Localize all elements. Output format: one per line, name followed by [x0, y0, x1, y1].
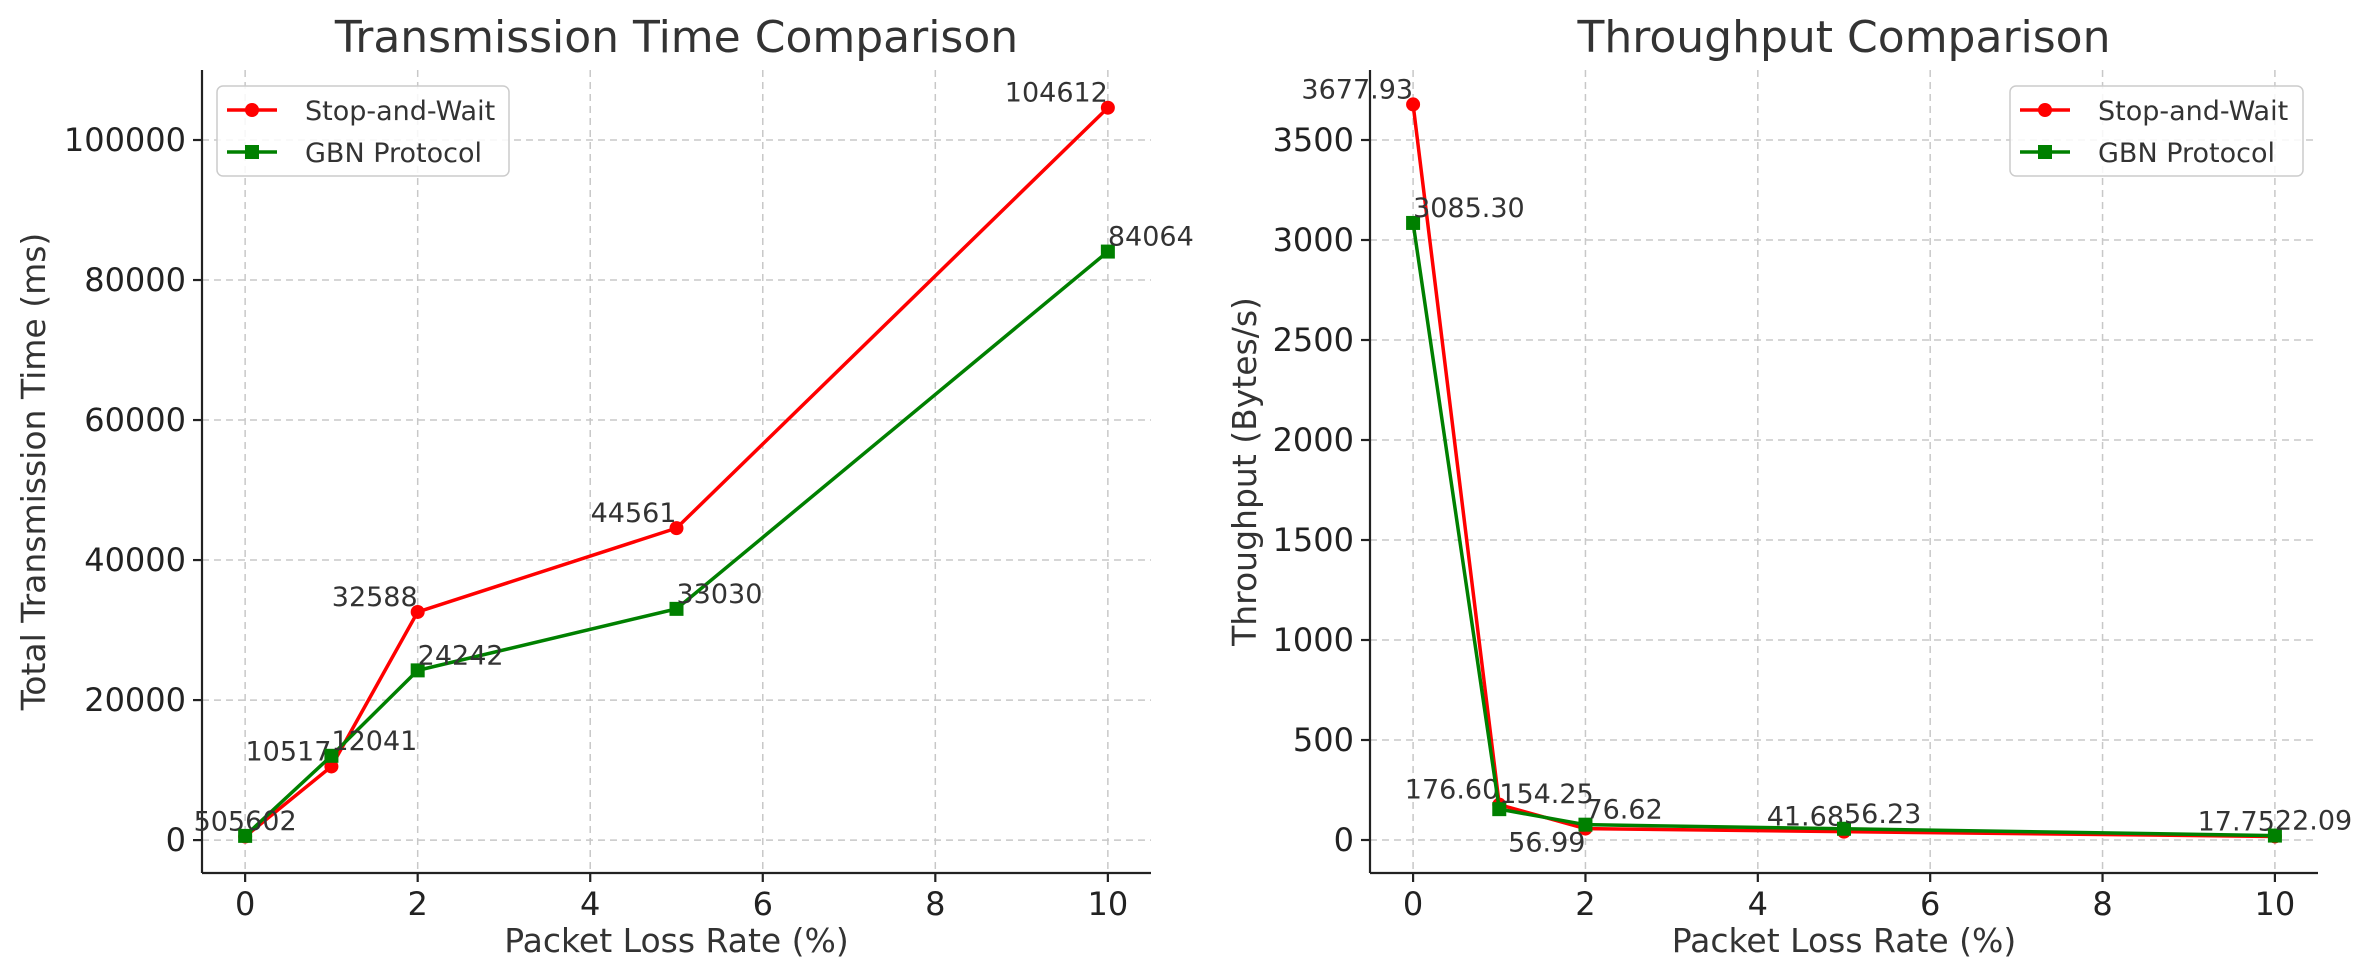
- data-label: 154.25: [1499, 779, 1593, 810]
- data-label: 44561: [591, 498, 677, 529]
- data-point-stop-and-wait: [324, 759, 339, 774]
- x-tick-label: 6: [1920, 885, 1940, 923]
- legend-label: Stop-and-Wait: [2098, 96, 2288, 127]
- x-tick-label: 0: [1403, 885, 1423, 923]
- chart-title: Throughput Comparison: [1576, 12, 2110, 63]
- x-tick-label: 2: [408, 885, 428, 923]
- x-tick-label: 2: [1575, 885, 1595, 923]
- x-tick-label: 4: [580, 885, 600, 923]
- data-label: 33030: [677, 579, 763, 610]
- data-point-gbn: [2267, 828, 2282, 843]
- data-point-gbn: [238, 828, 253, 843]
- x-tick-label: 4: [1748, 885, 1768, 923]
- y-tick-label: 500: [1293, 721, 1354, 759]
- data-point-stop-and-wait: [1406, 97, 1421, 112]
- series-line-gbn: [1411, 222, 2275, 838]
- y-axis-label: Throughput (Bytes/s): [1225, 297, 1264, 647]
- data-label: 3677.93: [1301, 74, 1413, 105]
- y-tick-label: 60000: [84, 401, 186, 439]
- data-point-gbn: [324, 748, 339, 763]
- legend-marker: [245, 145, 259, 159]
- x-axis-label: Packet Loss Rate (%): [504, 921, 849, 960]
- data-label: 22.09: [2275, 806, 2352, 837]
- y-tick-label: 20000: [84, 681, 186, 719]
- y-tick-label: 1000: [1273, 621, 1354, 659]
- data-point-stop-and-wait: [669, 521, 684, 536]
- data-label: 84064: [1108, 222, 1194, 253]
- data-label: 56.23: [1844, 799, 1921, 830]
- data-label: 56.99: [1508, 828, 1585, 859]
- data-point-gbn: [410, 663, 425, 678]
- y-tick-label: 80000: [84, 261, 186, 299]
- x-tick-label: 8: [2092, 885, 2112, 923]
- throughput-chart: 0 2 4 6 8 10 0 500 1000 1500 2000 2500 3000 3500 Throu…: [1225, 12, 2352, 960]
- y-tick-label: 0: [1334, 821, 1354, 859]
- data-label: 12041: [331, 726, 417, 757]
- data-point-stop-and-wait: [1100, 100, 1115, 115]
- legend-marker: [245, 103, 259, 117]
- data-point-gbn: [1837, 821, 1851, 836]
- data-point-gbn: [1578, 817, 1593, 832]
- data-label: 76.62: [1585, 795, 1662, 826]
- data-label: 104612: [1005, 78, 1108, 109]
- x-axis-label: Packet Loss Rate (%): [1672, 921, 2017, 960]
- y-tick-label: 40000: [84, 541, 186, 579]
- data-point-gbn: [1100, 244, 1115, 259]
- data-point-gbn: [669, 601, 684, 616]
- data-label: 602: [245, 806, 297, 837]
- chart-title: Transmission Time Comparison: [334, 12, 1018, 63]
- x-tick-label: 8: [925, 885, 945, 923]
- y-tick-label: 3500: [1273, 121, 1354, 159]
- x-tick-label: 6: [753, 885, 773, 923]
- y-tick-label: 1500: [1273, 521, 1354, 559]
- x-tick-label: 10: [2255, 885, 2296, 923]
- data-label: 32588: [332, 582, 418, 613]
- x-tick-label: 0: [235, 885, 255, 923]
- transmission-time-chart: 0 2 4 6 8 10 0 20000 40000 60000 80000 100000 Transm…: [14, 12, 1194, 960]
- legend: Stop-and-Wait GBN Protocol: [2009, 85, 2304, 177]
- data-label: 3085.30: [1413, 193, 1525, 224]
- data-point-gbn: [1406, 215, 1421, 230]
- y-tick-label: 100000: [64, 121, 186, 159]
- legend-marker: [2038, 145, 2052, 159]
- y-tick-label: 0: [166, 821, 186, 859]
- legend-frame: [216, 85, 510, 177]
- y-tick-label: 2500: [1273, 321, 1354, 359]
- data-label: 505: [194, 807, 246, 838]
- data-label: 176.60: [1405, 775, 1499, 806]
- legend-label: GBN Protocol: [305, 138, 482, 169]
- legend-marker: [2038, 103, 2052, 117]
- x-tick-label: 10: [1088, 885, 1129, 923]
- y-tick-label: 2000: [1273, 421, 1354, 459]
- data-point-stop-and-wait: [410, 604, 425, 619]
- data-point-gbn: [1492, 802, 1507, 817]
- data-label: 24242: [418, 640, 504, 671]
- legend-label: GBN Protocol: [2098, 138, 2275, 169]
- legend: Stop-and-Wait GBN Protocol: [216, 85, 510, 177]
- legend-label: Stop-and-Wait: [305, 96, 495, 127]
- y-tick-label: 3000: [1273, 221, 1354, 259]
- y-axis-label: Total Transmission Time (ms): [14, 233, 53, 712]
- series-line-stop-and-wait: [1411, 104, 2275, 839]
- data-label: 17.75: [2198, 806, 2275, 837]
- legend-frame: [2009, 85, 2304, 177]
- data-label: 10517: [246, 736, 332, 767]
